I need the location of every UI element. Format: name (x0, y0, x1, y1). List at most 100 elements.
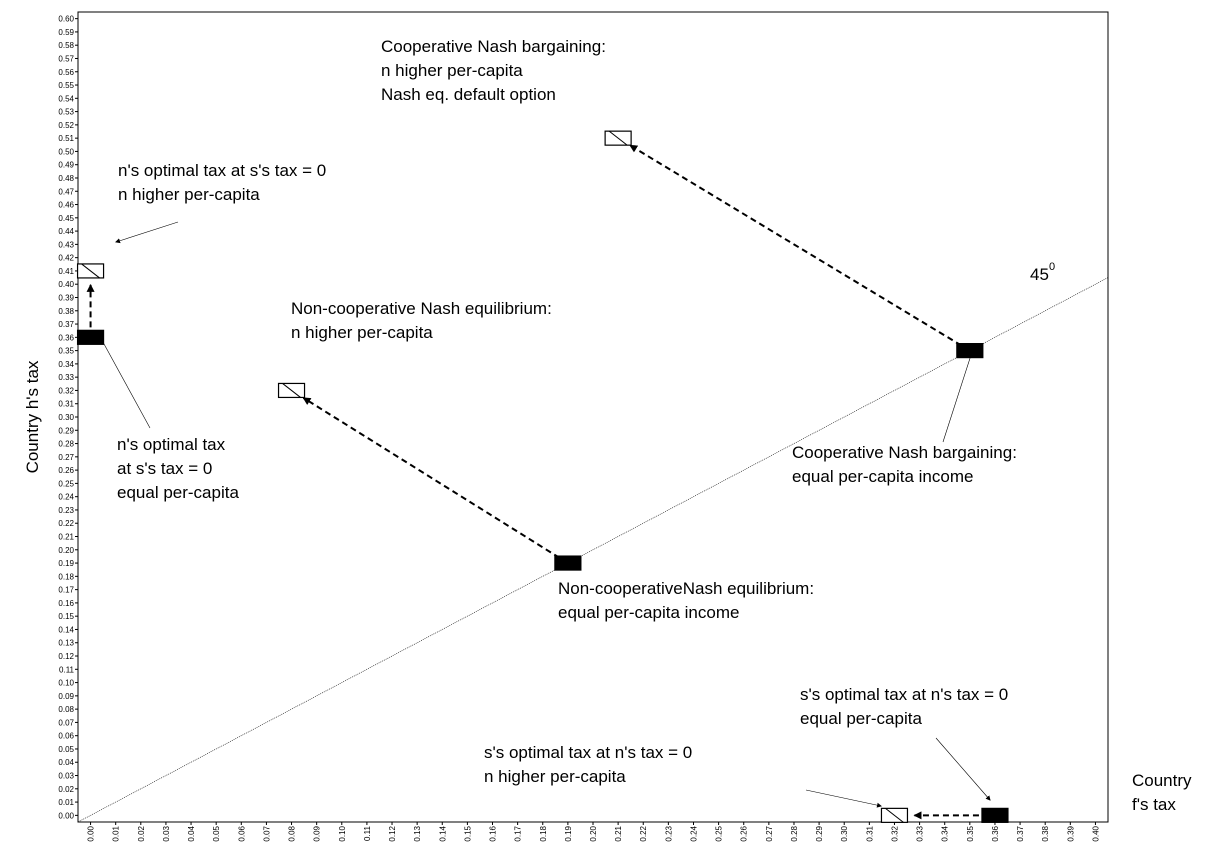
x-tick-label: 0.07 (262, 825, 271, 841)
y-tick-label: 0.16 (58, 599, 74, 608)
x-tick-label: 0.00 (87, 825, 96, 841)
y-tick-label: 0.41 (58, 267, 74, 276)
y-tick-label: 0.52 (58, 121, 74, 130)
y-tick-label: 0.20 (58, 546, 74, 555)
x-tick-label: 0.09 (313, 825, 322, 841)
hatch (608, 130, 628, 146)
diagonal-45 (77, 277, 1109, 823)
annotation: n higher per-capita (291, 323, 433, 342)
x-tick-label: 0.31 (865, 825, 874, 841)
x-tick-label: 0.20 (589, 825, 598, 841)
y-tick-label: 0.07 (58, 718, 74, 727)
y-tick-label: 0.19 (58, 559, 74, 568)
x-tick-label: 0.32 (890, 825, 899, 841)
y-tick-label: 0.48 (58, 174, 74, 183)
y-tick-label: 0.00 (58, 811, 74, 820)
x-tick-label: 0.35 (966, 825, 975, 841)
y-tick-label: 0.56 (58, 68, 74, 77)
annotation: at s's tax = 0 (117, 459, 212, 478)
point (76, 329, 105, 345)
x-tick-label: 0.27 (765, 825, 774, 841)
x-tick-label: 0.17 (514, 825, 523, 841)
x-tick-label: 0.39 (1066, 825, 1075, 841)
annotation: n's optimal tax (117, 435, 226, 454)
angle-label-sup: 0 (1049, 261, 1055, 273)
x-tick-label: 0.38 (1041, 825, 1050, 841)
annotation: Non-cooperativeNash equilibrium: (558, 579, 814, 598)
y-tick-label: 0.27 (58, 453, 74, 462)
annotation: s's optimal tax at n's tax = 0 (484, 743, 692, 762)
y-tick-label: 0.49 (58, 161, 74, 170)
y-tick-label: 0.45 (58, 214, 74, 223)
annotation: n higher per-capita (118, 185, 260, 204)
y-tick-label: 0.54 (58, 94, 74, 103)
x-tick-label: 0.23 (664, 825, 673, 841)
x-tick-label: 0.13 (413, 825, 422, 841)
y-tick-label: 0.34 (58, 360, 74, 369)
leader-line (805, 789, 882, 808)
x-tick-label: 0.26 (740, 825, 749, 841)
x-tick-label: 0.19 (564, 825, 573, 841)
y-tick-label: 0.26 (58, 466, 74, 475)
y-tick-label: 0.31 (58, 400, 74, 409)
y-tick-label: 0.28 (58, 440, 74, 449)
y-tick-label: 0.37 (58, 320, 74, 329)
y-tick-label: 0.59 (58, 28, 74, 37)
x-tick-label: 0.03 (162, 825, 171, 841)
y-tick-label: 0.10 (58, 679, 74, 688)
annotation: equal per-capita income (792, 467, 973, 486)
y-tick-label: 0.57 (58, 54, 74, 63)
y-tick-label: 0.58 (58, 41, 74, 50)
x-tick-label: 0.11 (363, 825, 372, 841)
x-tick-label: 0.06 (237, 825, 246, 841)
point (981, 807, 1009, 823)
y-tick-label: 0.05 (58, 745, 74, 754)
annotation: Cooperative Nash bargaining: (381, 37, 606, 56)
y-tick-label: 0.23 (58, 506, 74, 515)
y-tick-label: 0.46 (58, 201, 74, 210)
y-tick-label: 0.25 (58, 479, 74, 488)
y-tick-label: 0.43 (58, 240, 74, 249)
y-tick-label: 0.32 (58, 386, 74, 395)
x-tick-label: 0.15 (463, 825, 472, 841)
y-tick-label: 0.06 (58, 732, 74, 741)
y-tick-label: 0.11 (59, 665, 75, 674)
hatch (282, 383, 301, 398)
annotation: Non-cooperative Nash equilibrium: (291, 299, 552, 318)
x-tick-label: 0.37 (1016, 825, 1025, 841)
y-tick-label: 0.53 (58, 108, 74, 117)
y-tick-label: 0.12 (58, 652, 74, 661)
y-tick-label: 0.30 (58, 413, 74, 422)
leader-line (115, 221, 179, 244)
x-tick-label: 0.22 (639, 825, 648, 841)
y-tick-label: 0.13 (58, 639, 74, 648)
y-tick-label: 0.03 (58, 772, 74, 781)
annotation: Cooperative Nash bargaining: (792, 443, 1017, 462)
x-tick-label: 0.16 (489, 825, 498, 841)
annotation: n higher per-capita (484, 767, 626, 786)
y-tick-label: 0.35 (58, 347, 74, 356)
x-tick-label: 0.14 (438, 825, 447, 841)
y-tick-label: 0.40 (58, 280, 74, 289)
y-tick-label: 0.51 (58, 134, 74, 143)
x-tick-label: 0.34 (941, 825, 950, 841)
annotation: n's optimal tax at s's tax = 0 (118, 161, 326, 180)
x-tick-label: 0.25 (715, 825, 724, 841)
y-tick-label: 0.38 (58, 307, 74, 316)
point (554, 555, 582, 571)
x-tick-label: 0.24 (689, 825, 698, 841)
y-tick-label: 0.08 (58, 705, 74, 714)
hatch (885, 807, 904, 823)
x-tick-label: 0.30 (840, 825, 849, 841)
x-tick-label: 0.40 (1091, 825, 1100, 841)
y-tick-label: 0.21 (58, 533, 74, 542)
point (956, 343, 984, 359)
hatch (81, 263, 100, 279)
annotation: Nash eq. default option (381, 85, 556, 104)
y-tick-label: 0.42 (58, 254, 74, 263)
arrow (629, 144, 962, 347)
y-tick-label: 0.55 (58, 81, 74, 90)
y-tick-label: 0.18 (58, 572, 74, 581)
x-tick-label: 0.29 (815, 825, 824, 841)
x-axis-label: Country (1132, 771, 1192, 790)
